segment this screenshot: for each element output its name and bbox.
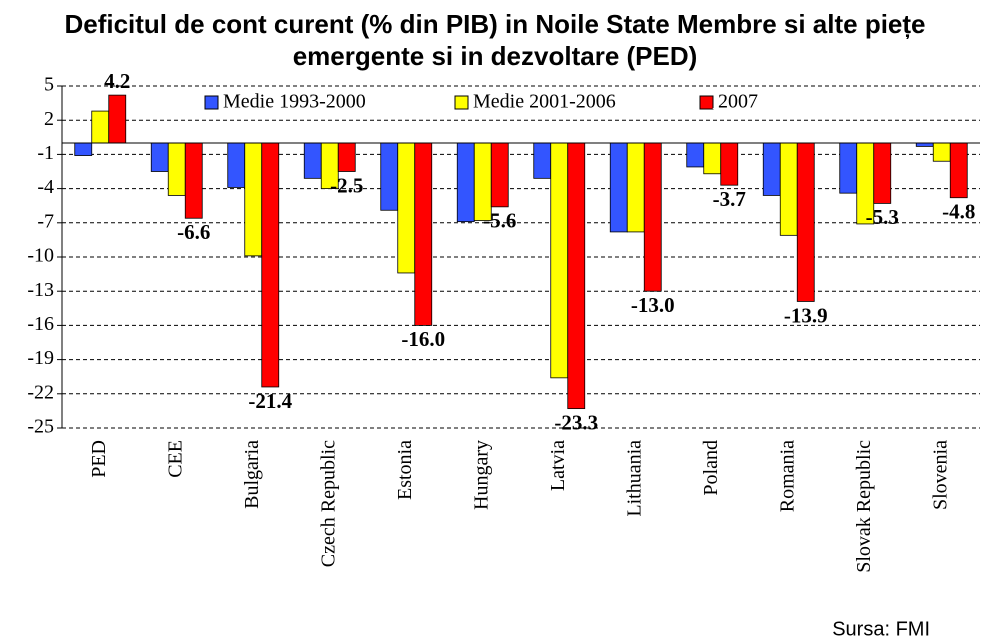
bar xyxy=(456,142,475,223)
bar xyxy=(74,142,93,156)
legend-label: Medie 1993-2000 xyxy=(223,91,366,113)
value-label: -23.3 xyxy=(554,410,598,434)
bar xyxy=(414,142,433,326)
x-tick-label: Poland xyxy=(700,440,722,496)
value-label: 4.2 xyxy=(104,69,130,93)
legend-swatch xyxy=(454,95,469,110)
bar xyxy=(762,142,781,196)
y-tick-label: -16 xyxy=(27,313,54,335)
bar xyxy=(303,142,322,179)
bar xyxy=(686,142,705,168)
bar xyxy=(150,142,169,172)
bar xyxy=(397,142,416,274)
value-label: -6.6 xyxy=(177,220,210,244)
legend-swatch xyxy=(204,95,219,110)
x-tick-label: Slovak Republic xyxy=(853,440,875,573)
x-tick-label: Lithuania xyxy=(623,440,645,517)
bar xyxy=(91,110,110,144)
bar xyxy=(533,142,552,179)
bar xyxy=(108,94,127,144)
value-label: -13.9 xyxy=(784,303,828,327)
x-tick-label: Hungary xyxy=(470,440,492,510)
y-tick-label: -25 xyxy=(27,416,54,438)
bar xyxy=(227,142,246,188)
y-tick-label: -1 xyxy=(37,142,54,164)
y-tick-label: -4 xyxy=(37,176,54,198)
value-label: -4.8 xyxy=(942,200,975,224)
bar xyxy=(779,142,798,236)
bar xyxy=(184,142,203,219)
bar xyxy=(550,142,569,379)
chart-title: Deficitul de cont curent (% din PIB) in … xyxy=(64,9,926,71)
x-tick-label: Slovenia xyxy=(929,440,951,510)
bar xyxy=(873,142,892,204)
bar xyxy=(244,142,263,257)
x-tick-label: PED xyxy=(88,440,110,478)
legend-label: 2007 xyxy=(718,91,758,113)
value-label: -16.0 xyxy=(401,327,445,351)
x-tick-label: Latvia xyxy=(547,440,569,491)
x-tick-label: Bulgaria xyxy=(241,440,263,509)
bar xyxy=(839,142,858,194)
legend-swatch xyxy=(699,95,714,110)
bar xyxy=(261,142,280,388)
bar xyxy=(703,142,722,175)
y-tick-label: -19 xyxy=(27,347,54,369)
bar xyxy=(626,142,645,233)
bar xyxy=(720,142,739,186)
bar xyxy=(609,142,628,233)
value-label: -3.7 xyxy=(713,187,746,211)
y-tick-label: -13 xyxy=(27,279,54,301)
value-label: -21.4 xyxy=(248,389,292,413)
y-tick-label: -10 xyxy=(27,245,54,267)
y-tick-label: -7 xyxy=(37,210,54,232)
bar xyxy=(949,142,968,199)
bar xyxy=(380,142,399,211)
bar xyxy=(915,142,934,147)
bar xyxy=(337,142,356,172)
bar xyxy=(490,142,509,208)
value-label: -13.0 xyxy=(631,293,675,317)
x-tick-label: Estonia xyxy=(394,440,416,500)
bar xyxy=(167,142,186,196)
source: Sursa: FMI xyxy=(832,618,930,640)
bar xyxy=(796,142,815,302)
value-label: -2.5 xyxy=(330,173,363,197)
bar xyxy=(932,142,951,162)
legend-label: Medie 2001-2006 xyxy=(473,91,616,113)
y-tick-label: 2 xyxy=(44,108,54,130)
bar xyxy=(567,142,586,410)
x-tick-label: Romania xyxy=(776,440,798,512)
x-tick-label: Czech Republic xyxy=(317,440,339,567)
y-tick-label: 5 xyxy=(44,74,54,96)
y-tick-label: -22 xyxy=(27,381,54,403)
x-tick-label: CEE xyxy=(164,440,186,478)
value-label: -5.3 xyxy=(866,205,899,229)
value-label: -5.6 xyxy=(483,209,516,233)
bar xyxy=(643,142,662,292)
